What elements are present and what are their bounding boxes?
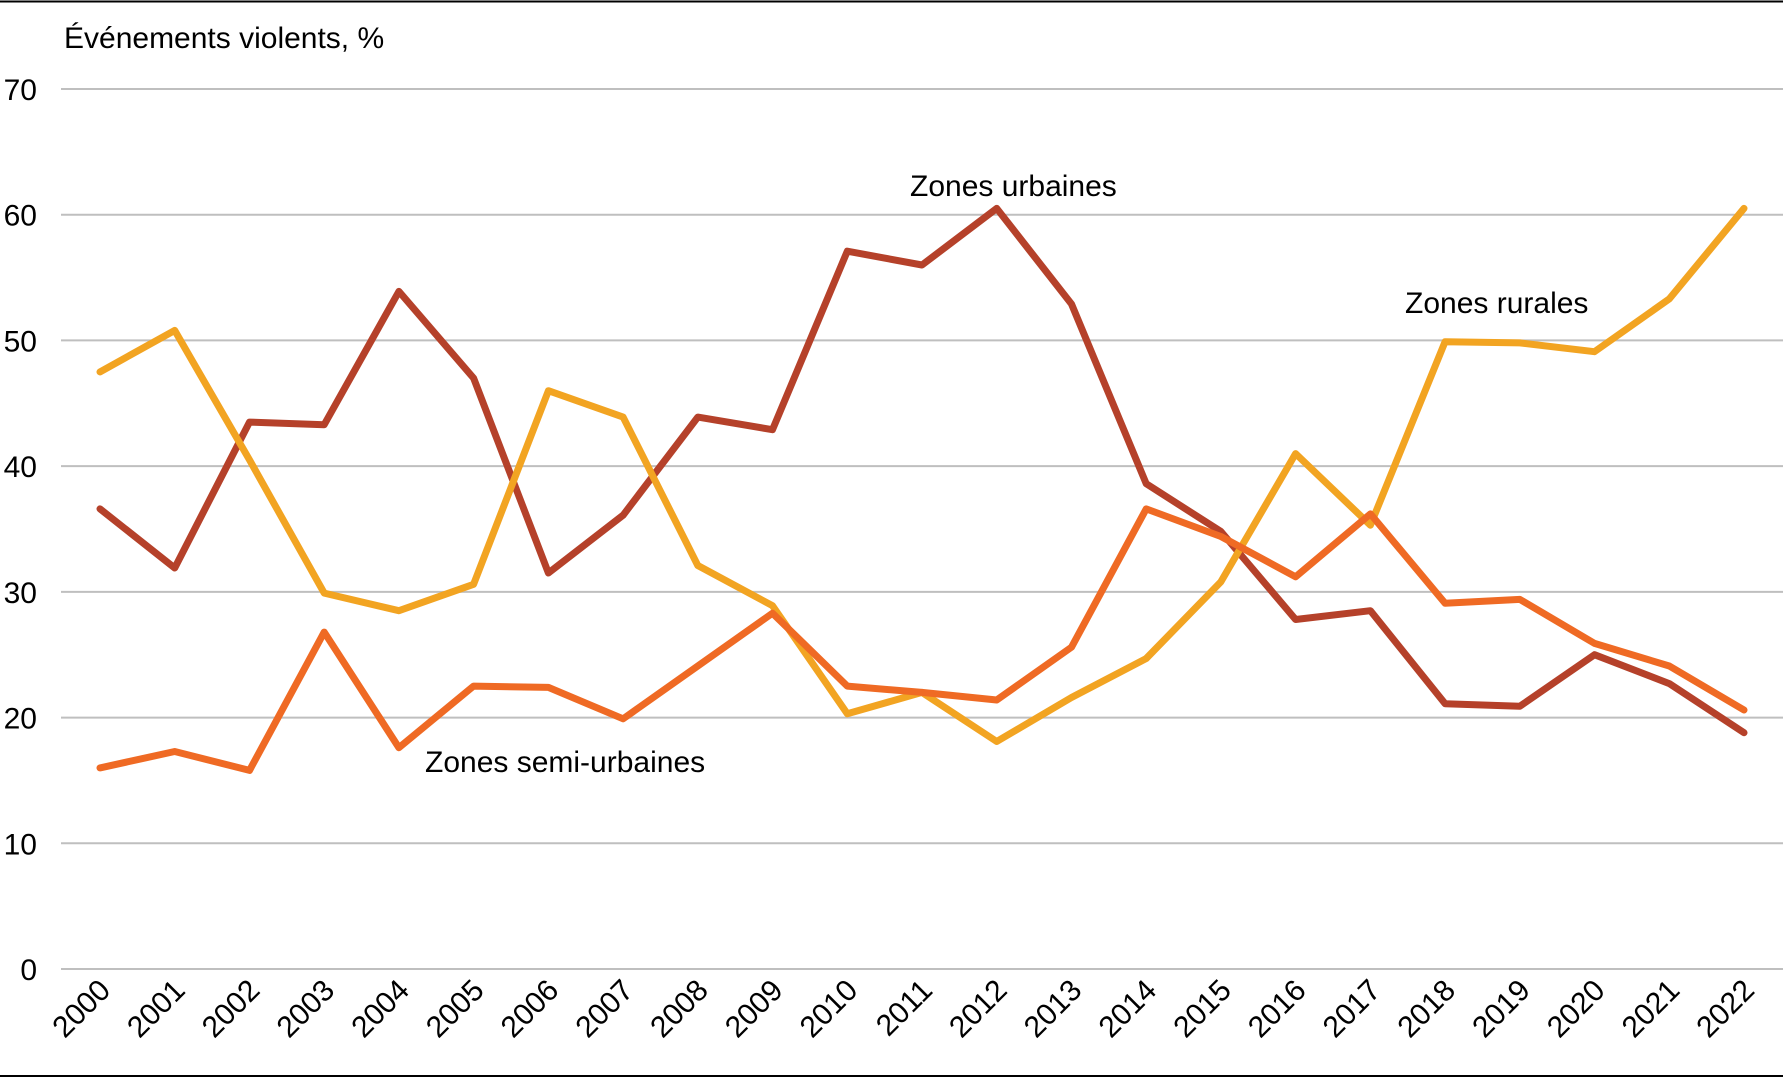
x-tick-label-2006: 2006: [495, 974, 566, 1045]
y-tick-label-50: 50: [4, 325, 37, 358]
x-tick-label-2018: 2018: [1392, 974, 1463, 1045]
x-tick-label-2019: 2019: [1466, 974, 1537, 1045]
x-tick-label-2012: 2012: [943, 974, 1014, 1045]
y-tick-label-60: 60: [4, 200, 37, 233]
series-line-zones-urbaines: [96, 204, 1748, 737]
x-tick-label-2000: 2000: [46, 974, 117, 1045]
y-tick-label-40: 40: [4, 451, 37, 484]
x-tick-label-2017: 2017: [1317, 974, 1388, 1045]
series-lines: [96, 204, 1748, 774]
x-tick-label-2001: 2001: [121, 974, 192, 1045]
series-label-urbaines: Zones urbaines: [910, 170, 1117, 203]
x-tick-label-2021: 2021: [1616, 974, 1687, 1045]
x-tick-label-2005: 2005: [420, 974, 491, 1045]
x-tick-label-2011: 2011: [870, 974, 939, 1043]
x-tick-label-2015: 2015: [1167, 974, 1238, 1045]
y-axis-ticks: 0 10 20 30 40 50 60 70: [4, 74, 37, 987]
series-line-zones-semi-urbaines: [96, 505, 1748, 774]
y-tick-label-0: 0: [20, 954, 37, 987]
y-axis-title: Événements violents, %: [64, 22, 384, 55]
y-tick-label-30: 30: [4, 577, 37, 610]
x-tick-label-2008: 2008: [644, 974, 715, 1045]
x-tick-label-2013: 2013: [1018, 974, 1089, 1045]
x-tick-label-2007: 2007: [570, 974, 641, 1045]
x-tick-label-2014: 2014: [1093, 974, 1164, 1045]
x-tick-label-2022: 2022: [1690, 974, 1761, 1045]
x-tick-label-2004: 2004: [345, 974, 416, 1045]
x-tick-label-2010: 2010: [794, 974, 865, 1045]
x-axis-ticks: 2000 2001 2002 2003 2004 2005 2006 2007 2008 2009…: [46, 974, 1761, 1045]
series-label-rurales: Zones rurales: [1405, 287, 1588, 320]
x-tick-label-2009: 2009: [719, 974, 790, 1045]
gridlines: [61, 88, 1783, 970]
x-tick-label-2003: 2003: [271, 974, 342, 1045]
series-label-semi-urbaines: Zones semi-urbaines: [425, 746, 705, 779]
y-tick-label-20: 20: [4, 703, 37, 736]
x-tick-label-2016: 2016: [1242, 974, 1313, 1045]
x-tick-label-2020: 2020: [1541, 974, 1612, 1045]
y-tick-label-10: 10: [4, 828, 37, 861]
x-tick-label-2002: 2002: [196, 974, 267, 1045]
y-tick-label-70: 70: [4, 74, 37, 107]
